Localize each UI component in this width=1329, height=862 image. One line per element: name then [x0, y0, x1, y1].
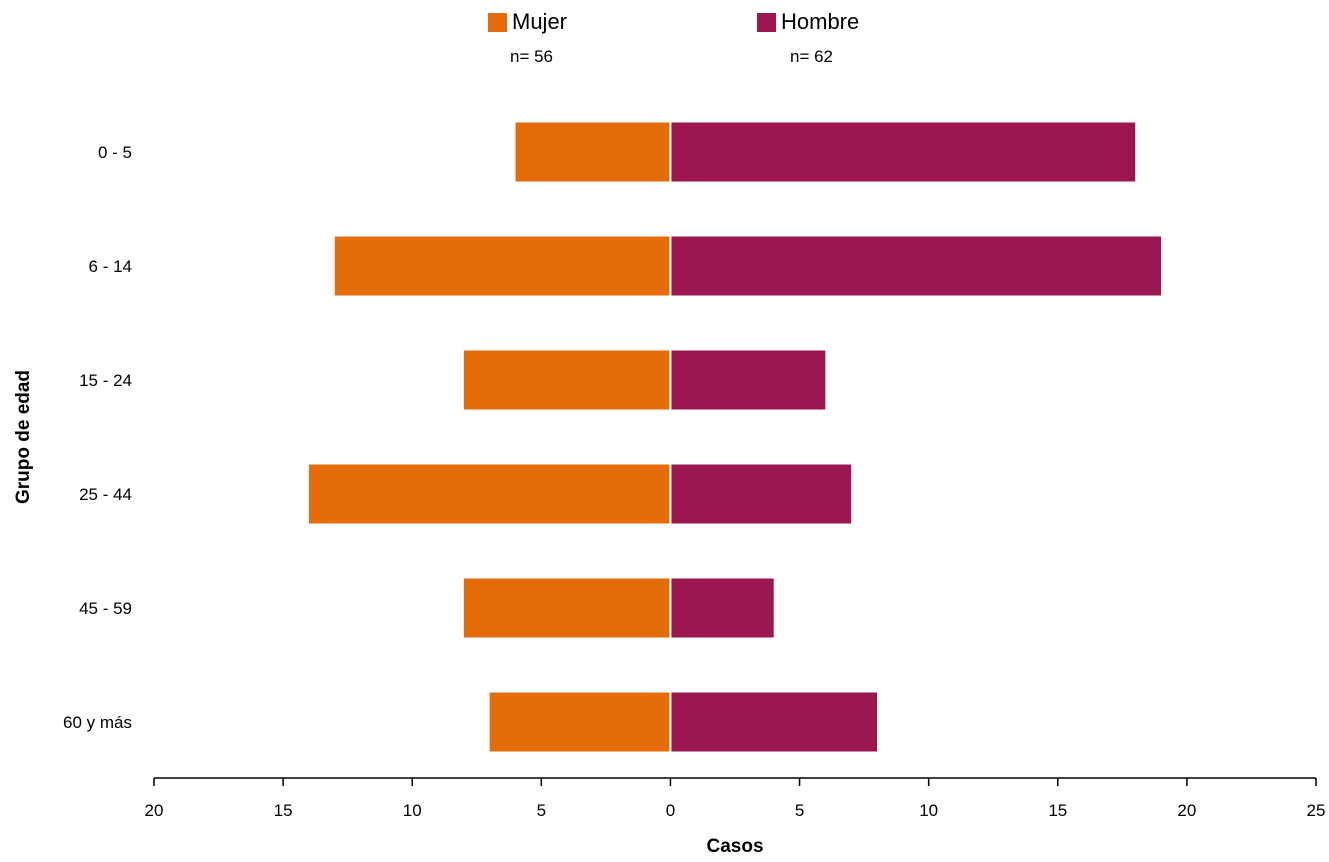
bar-hombre-1 [670, 236, 1162, 296]
legend-swatch-hombre [757, 12, 776, 32]
y-tick-label-4: 45 - 59 [79, 599, 132, 618]
legend-n-hombre: n= 62 [790, 47, 834, 66]
x-tick-label-1: 15 [274, 801, 293, 820]
bar-mujer-3 [308, 464, 671, 524]
bar-hombre-5 [670, 692, 878, 752]
legend-n-mujer: n= 56 [510, 47, 554, 66]
x-tick-label-8: 20 [1177, 801, 1196, 820]
bar-hombre-0 [670, 122, 1136, 182]
y-tick-label-1: 6 - 14 [89, 257, 132, 276]
legend-label-mujer: Mujer [512, 9, 568, 34]
legend-item-mujer: Mujer [488, 9, 567, 35]
y-tick-label-3: 25 - 44 [79, 485, 132, 504]
bar-mujer-2 [463, 350, 671, 410]
x-tick-label-6: 10 [919, 801, 938, 820]
legend-label-hombre: Hombre [781, 9, 860, 34]
bar-hombre-2 [670, 350, 826, 410]
bar-hombre-4 [670, 578, 774, 638]
x-tick-label-2: 10 [403, 801, 422, 820]
y-axis-title: Grupo de edad [13, 370, 34, 504]
bar-mujer-4 [463, 578, 671, 638]
bar-hombre-3 [670, 464, 852, 524]
legend-swatch-mujer [488, 12, 507, 32]
bar-mujer-0 [515, 122, 671, 182]
y-tick-label-2: 15 - 24 [79, 371, 132, 390]
x-axis-title: Casos [706, 836, 763, 857]
x-tick-label-4: 0 [666, 801, 675, 820]
bar-mujer-1 [334, 236, 671, 296]
bar-mujer-5 [489, 692, 671, 752]
x-tick-label-7: 15 [1048, 801, 1067, 820]
x-tick-label-5: 5 [795, 801, 804, 820]
x-tick-label-0: 20 [145, 801, 164, 820]
x-tick-label-3: 5 [537, 801, 546, 820]
legend-item-hombre: Hombre [757, 9, 859, 35]
y-tick-label-5: 60 y más [63, 713, 132, 732]
y-tick-label-0: 0 - 5 [98, 143, 132, 162]
x-tick-label-9: 25 [1307, 801, 1326, 820]
